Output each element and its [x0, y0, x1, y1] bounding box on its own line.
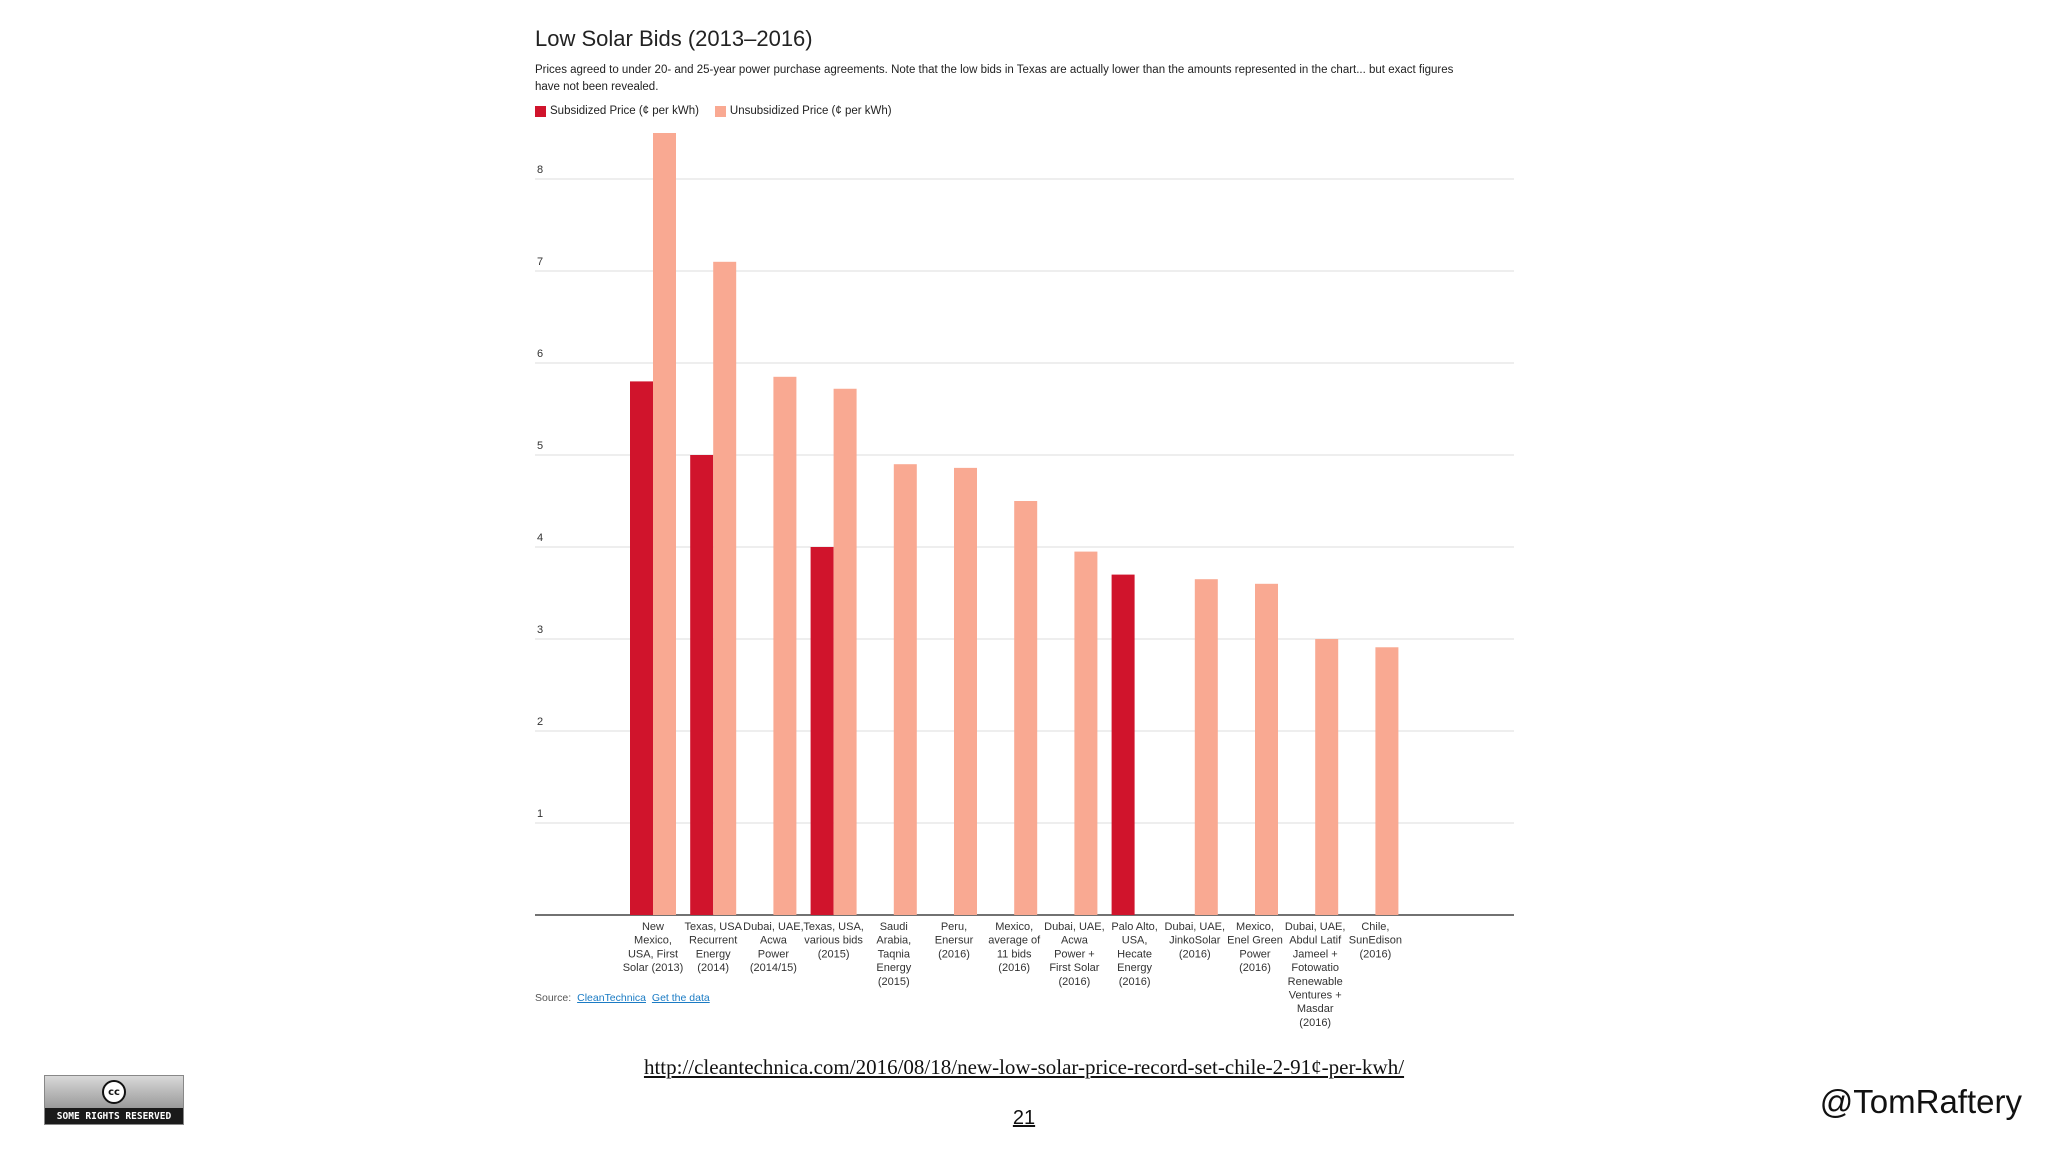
- chart-title: Low Solar Bids (2013–2016): [535, 26, 813, 51]
- author-handle: @TomRaftery: [1819, 1083, 2022, 1120]
- source-link-cleantechnica[interactable]: CleanTechnica: [577, 992, 646, 1004]
- bar-unsubsidized-3: [833, 388, 857, 915]
- bar-unsubsidized-10: [1255, 583, 1278, 915]
- x-category-label-0: New Mexico, USA, First Solar (2013): [623, 921, 684, 974]
- x-category-label-5: Peru, Enersur (2016): [935, 921, 974, 960]
- y-tick-label-1: 1: [537, 808, 543, 820]
- x-category-label-4: Saudi Arabia, Taqnia Energy (2015): [876, 921, 911, 988]
- x-category-label-10: Mexico, Enel Green Power (2016): [1227, 921, 1283, 974]
- bar-unsubsidized-1: [713, 261, 737, 915]
- legend-swatch-subsidized: [535, 105, 546, 117]
- bar-chart: 1 2 3 4 5 6 7 8 New Mexico, USA, First Solar (2013)…: [535, 133, 1514, 1029]
- y-tick-label-2: 2: [537, 716, 543, 728]
- legend-swatch-unsubsidized: [714, 105, 726, 117]
- y-tick-label-6: 6: [537, 348, 543, 360]
- chart-legend: Subsidized Price (¢ per kWh) Unsubsidize…: [535, 105, 892, 117]
- legend-label-unsubsidized: Unsubsidized Price (¢ per kWh): [729, 105, 892, 117]
- bar-unsubsidized-9: [1194, 579, 1218, 915]
- chart-source: Source: CleanTechnica Get the data: [535, 992, 710, 1004]
- x-category-label-1: Texas, USA Recurrent Energy (2014): [684, 921, 742, 974]
- bar-subsidized-0: [630, 381, 653, 915]
- bar-unsubsidized-11: [1315, 639, 1339, 915]
- bar-unsubsidized-0: [653, 133, 676, 915]
- cc-badge-text: SOME RIGHTS RESERVED: [56, 1111, 172, 1122]
- x-category-label-2: Dubai, UAE, Acwa Power (2014/15): [743, 921, 804, 974]
- page-number: 21: [1012, 1107, 1036, 1129]
- y-tick-label-5: 5: [537, 440, 543, 452]
- creative-commons-badge[interactable]: cc SOME RIGHTS RESERVED: [44, 1075, 184, 1125]
- bar-subsidized-8: [1111, 574, 1135, 915]
- y-tick-label-7: 7: [537, 256, 543, 268]
- bar-unsubsidized-2: [773, 376, 797, 915]
- bar-unsubsidized-7: [1074, 551, 1098, 915]
- subtitle-line-1: Prices agreed to under 20- and 25-year p…: [535, 64, 1454, 76]
- legend-item-unsubsidized: Unsubsidized Price (¢ per kWh): [714, 105, 892, 117]
- legend-label-subsidized: Subsidized Price (¢ per kWh): [550, 105, 699, 117]
- y-tick-label-8: 8: [537, 164, 543, 176]
- x-category-label-6: Mexico, average of 11 bids (2016): [988, 921, 1041, 974]
- bar-unsubsidized-12: [1375, 647, 1399, 915]
- x-category-label-8: Palo Alto, USA, Hecate Energy (2016): [1111, 921, 1157, 988]
- legend-item-subsidized: Subsidized Price (¢ per kWh): [535, 105, 699, 117]
- x-category-label-11: Dubai, UAE, Abdul Latif Jameel + Fotowatio R…: [1285, 921, 1346, 1029]
- x-category-label-9: Dubai, UAE, JinkoSolar (2016): [1165, 921, 1226, 960]
- x-category-label-3: Texas, USA, various bids (2015): [803, 921, 864, 960]
- bar-subsidized-1: [690, 455, 714, 915]
- bar-unsubsidized-5: [954, 467, 977, 915]
- x-category-label-12: Chile, SunEdison (2016): [1349, 921, 1402, 960]
- chart-subtitle: Prices agreed to under 20- and 25-year p…: [535, 62, 1495, 96]
- subtitle-line-2: have not been revealed.: [535, 81, 659, 93]
- source-url-link[interactable]: http://cleantechnica.com/2016/08/18/new-…: [643, 1055, 1405, 1079]
- bar-unsubsidized-6: [1014, 501, 1038, 915]
- y-tick-label-3: 3: [537, 624, 543, 636]
- source-link-get-data[interactable]: Get the data: [651, 992, 710, 1004]
- source-label: Source:: [535, 992, 572, 1004]
- x-category-label-7: Dubai, UAE, Acwa Power + First Solar (2016): [1044, 921, 1105, 988]
- bar-unsubsidized-4: [893, 464, 917, 915]
- cc-icon: cc: [102, 1080, 126, 1104]
- bar-subsidized-3: [810, 547, 834, 915]
- y-tick-label-4: 4: [537, 532, 543, 544]
